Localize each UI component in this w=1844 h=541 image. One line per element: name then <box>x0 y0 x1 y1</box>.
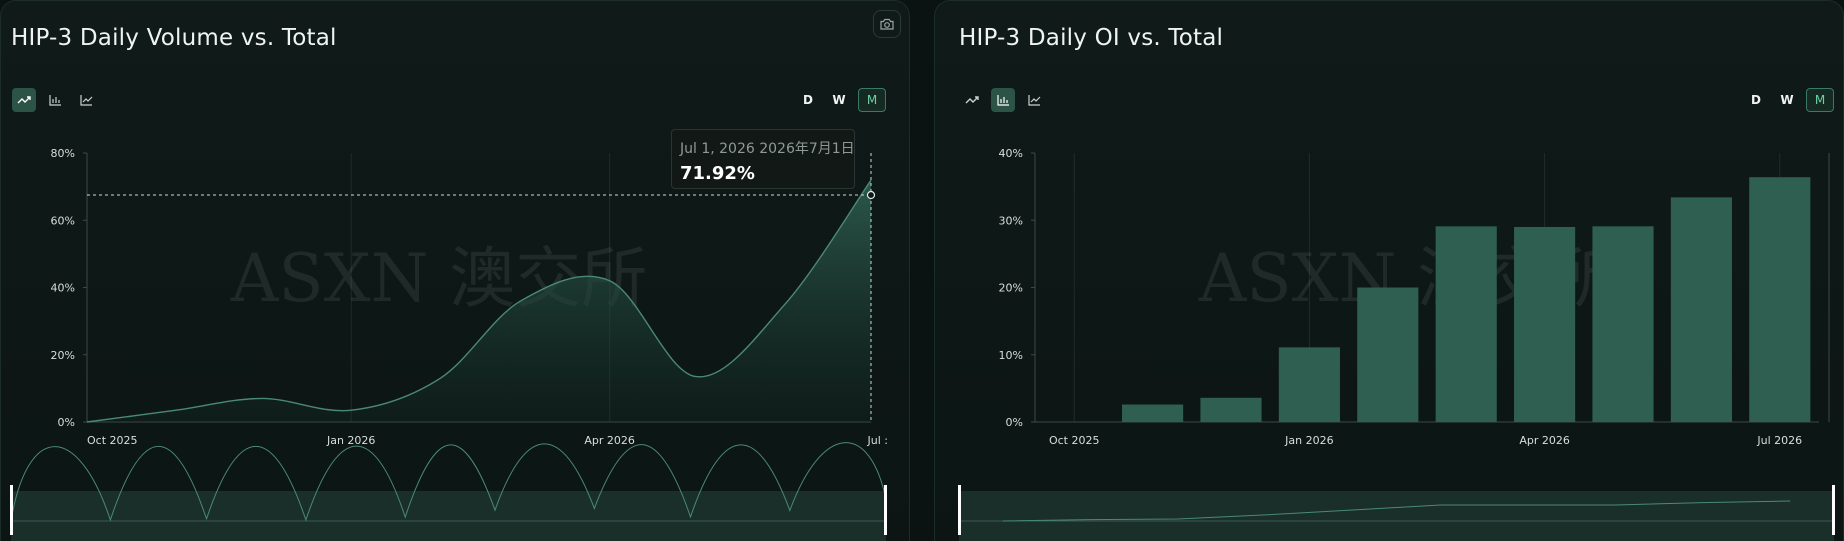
bar-chart-icon[interactable] <box>43 88 67 112</box>
period-month-button[interactable]: M <box>1806 88 1834 112</box>
period-month-button[interactable]: M <box>858 88 886 112</box>
navigator-handle-right <box>1832 485 1835 535</box>
bar <box>1357 287 1419 422</box>
chart-tooltip: Jul 1, 2026 2026年7月1日 71.92% <box>671 129 855 189</box>
area-fill <box>87 180 871 422</box>
y-tick-label: 40% <box>999 147 1023 160</box>
x-tick-label: Apr 2026 <box>1519 434 1570 447</box>
period-day-button[interactable]: D <box>803 93 813 107</box>
trending-up-icon[interactable] <box>12 88 36 112</box>
x-tick-label: Jul : <box>867 434 888 447</box>
trending-up-icon[interactable] <box>960 88 984 112</box>
bar <box>1435 226 1497 422</box>
period-week-button[interactable]: W <box>832 93 846 107</box>
navigator-handle-left <box>958 485 961 535</box>
bar <box>1514 226 1576 422</box>
period-day-button[interactable]: D <box>1751 93 1761 107</box>
line-chart-icon[interactable] <box>74 88 98 112</box>
x-tick-label: Jul 2026 <box>1756 434 1802 447</box>
bar <box>1670 197 1732 422</box>
x-tick-label: Oct 2025 <box>87 434 138 447</box>
chart-title: HIP-3 Daily Volume vs. Total <box>11 25 337 51</box>
series-line <box>86 179 872 423</box>
y-tick-label: 80% <box>51 147 75 160</box>
y-tick-label: 40% <box>51 282 75 295</box>
navigator-handle-left <box>10 485 13 535</box>
x-tick-label: Jan 2026 <box>326 434 375 447</box>
period-week-button[interactable]: W <box>1780 93 1794 107</box>
navigator-line <box>1002 500 1791 522</box>
tooltip-date: Jul 1, 2026 2026年7月1日 <box>680 141 855 157</box>
volume-chart-panel: HIP-3 Daily Volume vs. Total D W M 0% 20%… <box>0 0 910 541</box>
x-tick-label: Jan 2026 <box>1284 434 1333 447</box>
line-chart-icon[interactable] <box>1022 88 1046 112</box>
oi-chart-panel: HIP-3 Daily OI vs. Total D W M 0% 10% 20% 3… <box>934 0 1844 541</box>
y-tick-label: 30% <box>999 214 1023 227</box>
volume-area-chart: 0% 20% 40% 60% 80% Oct 2025 Jan 2026 Apr 2026 Ju… <box>10 147 888 541</box>
tooltip-value: 71.92% <box>680 163 755 184</box>
y-tick-label: 10% <box>999 349 1023 362</box>
bar-chart-icon[interactable] <box>991 88 1015 112</box>
bar <box>1200 397 1262 422</box>
y-tick-label: 0% <box>58 416 75 429</box>
range-navigator <box>959 491 1834 541</box>
y-tick-label: 60% <box>51 214 75 227</box>
bar <box>1122 404 1184 422</box>
y-tick-label: 20% <box>999 282 1023 295</box>
camera-icon[interactable] <box>873 10 901 38</box>
navigator-handle-right <box>884 485 887 535</box>
x-tick-label: Oct 2025 <box>1049 434 1100 447</box>
chart-title: HIP-3 Daily OI vs. Total <box>959 25 1224 51</box>
crosshair-dot <box>866 190 876 200</box>
bar <box>1749 177 1811 422</box>
x-tick-label: Apr 2026 <box>584 434 635 447</box>
bar <box>1278 347 1340 422</box>
y-tick-label: 0% <box>1006 416 1023 429</box>
bar <box>1592 226 1654 422</box>
navigator-line <box>10 442 887 522</box>
y-tick-label: 20% <box>51 349 75 362</box>
range-navigator <box>11 491 886 541</box>
